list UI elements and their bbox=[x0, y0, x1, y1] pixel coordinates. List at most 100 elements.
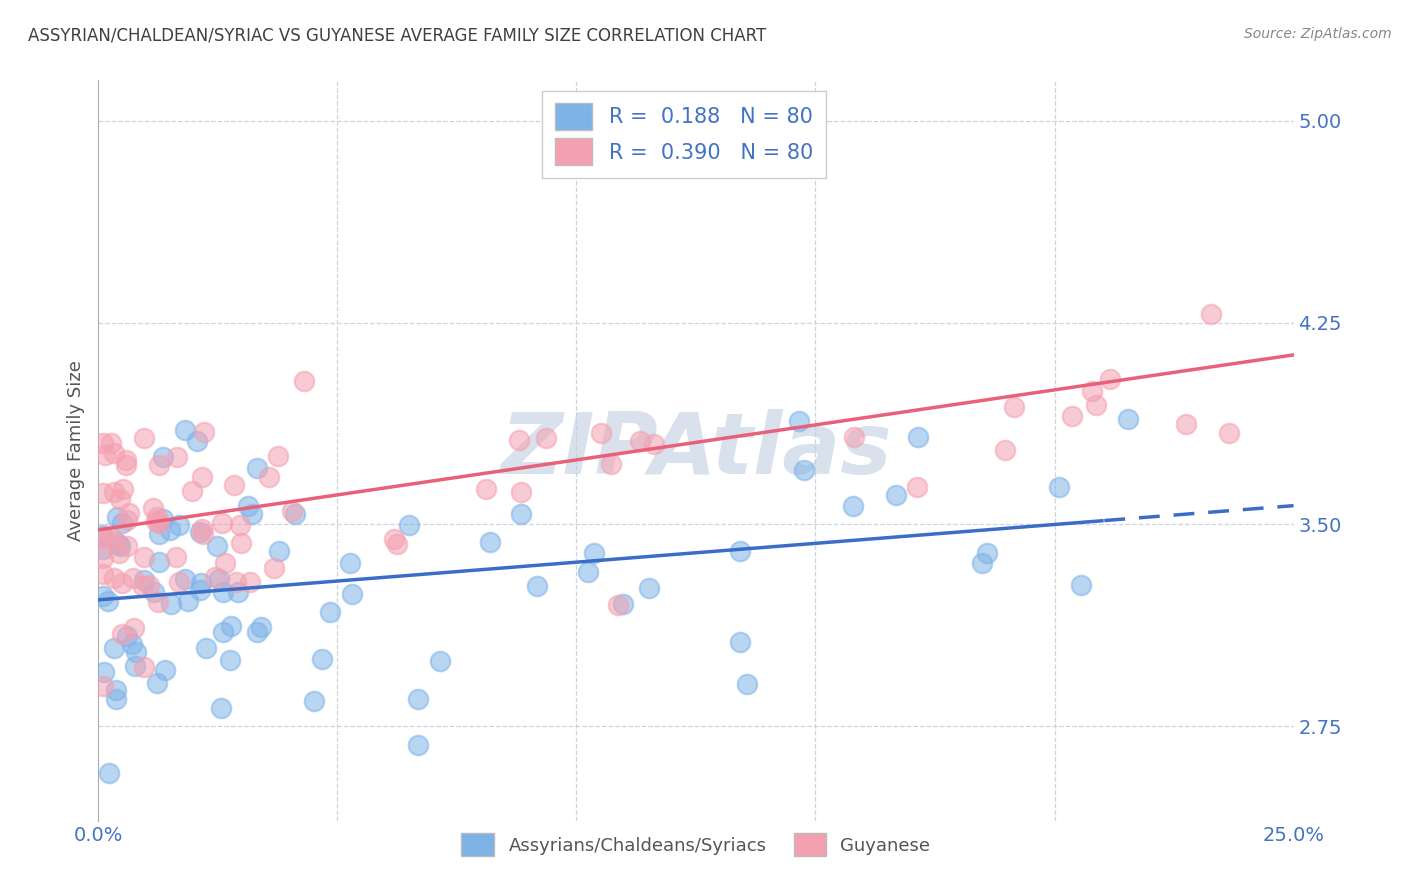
Point bbox=[193, 425, 215, 439]
Point bbox=[167, 575, 190, 590]
Point bbox=[146, 595, 169, 609]
Point bbox=[132, 579, 155, 593]
Point bbox=[174, 423, 197, 437]
Text: Source: ZipAtlas.com: Source: ZipAtlas.com bbox=[1244, 27, 1392, 41]
Point bbox=[152, 450, 174, 465]
Point bbox=[104, 535, 127, 549]
Text: ASSYRIAN/CHALDEAN/SYRIAC VS GUYANESE AVERAGE FAMILY SIZE CORRELATION CHART: ASSYRIAN/CHALDEAN/SYRIAC VS GUYANESE AVE… bbox=[28, 27, 766, 45]
Point bbox=[108, 491, 131, 506]
Point bbox=[91, 589, 114, 603]
Point bbox=[153, 663, 176, 677]
Point bbox=[1174, 417, 1197, 431]
Point bbox=[1118, 412, 1140, 426]
Point bbox=[229, 536, 252, 550]
Y-axis label: Average Family Size: Average Family Size bbox=[66, 360, 84, 541]
Point bbox=[188, 582, 211, 597]
Point bbox=[148, 516, 170, 530]
Point bbox=[91, 541, 114, 556]
Point bbox=[190, 522, 212, 536]
Point bbox=[638, 581, 661, 595]
Point bbox=[1049, 479, 1071, 493]
Point bbox=[600, 457, 623, 471]
Point bbox=[105, 692, 128, 706]
Point bbox=[735, 677, 758, 691]
Point bbox=[138, 578, 160, 592]
Point bbox=[103, 484, 125, 499]
Point bbox=[91, 435, 114, 450]
Point bbox=[104, 683, 127, 698]
Point bbox=[177, 594, 200, 608]
Point bbox=[124, 621, 146, 635]
Point bbox=[100, 436, 122, 450]
Point bbox=[148, 556, 170, 570]
Point bbox=[841, 499, 863, 513]
Point bbox=[107, 537, 129, 551]
Point bbox=[180, 483, 202, 498]
Point bbox=[842, 430, 865, 444]
Point bbox=[103, 640, 125, 655]
Point bbox=[186, 434, 208, 448]
Point bbox=[225, 574, 247, 589]
Point bbox=[146, 510, 169, 524]
Point bbox=[793, 463, 815, 477]
Point bbox=[204, 569, 226, 583]
Point bbox=[1218, 425, 1240, 440]
Point bbox=[1062, 409, 1084, 424]
Point bbox=[398, 517, 420, 532]
Point bbox=[281, 504, 304, 518]
Point bbox=[166, 450, 188, 464]
Point bbox=[134, 659, 156, 673]
Point bbox=[125, 645, 148, 659]
Point bbox=[111, 516, 134, 530]
Point bbox=[534, 431, 557, 445]
Point bbox=[142, 584, 165, 599]
Point bbox=[100, 529, 122, 543]
Point bbox=[1070, 577, 1092, 591]
Text: ZIPAtlas: ZIPAtlas bbox=[501, 409, 891, 492]
Point bbox=[728, 543, 751, 558]
Point bbox=[167, 517, 190, 532]
Point bbox=[905, 480, 928, 494]
Point bbox=[160, 597, 183, 611]
Point bbox=[508, 433, 530, 447]
Point bbox=[884, 488, 907, 502]
Point bbox=[117, 540, 139, 554]
Point bbox=[114, 458, 136, 473]
Point bbox=[1199, 307, 1222, 321]
Point bbox=[110, 539, 132, 553]
Point bbox=[111, 483, 134, 497]
Point bbox=[582, 546, 605, 560]
Point bbox=[382, 532, 405, 546]
Point bbox=[510, 484, 533, 499]
Point bbox=[340, 587, 363, 601]
Point bbox=[267, 449, 290, 463]
Point bbox=[284, 508, 307, 522]
Point bbox=[94, 449, 117, 463]
Point bbox=[115, 628, 138, 642]
Point bbox=[148, 458, 170, 473]
Point bbox=[789, 414, 811, 428]
Point bbox=[612, 597, 634, 611]
Point bbox=[91, 531, 114, 545]
Point bbox=[302, 694, 325, 708]
Point bbox=[976, 545, 998, 559]
Point bbox=[214, 556, 236, 570]
Point bbox=[159, 523, 181, 537]
Point bbox=[191, 469, 214, 483]
Point bbox=[212, 585, 235, 599]
Point bbox=[152, 511, 174, 525]
Point bbox=[146, 675, 169, 690]
Point bbox=[121, 637, 143, 651]
Point bbox=[1099, 372, 1122, 386]
Point bbox=[208, 572, 231, 586]
Point bbox=[91, 528, 114, 542]
Point bbox=[124, 659, 146, 673]
Point bbox=[406, 738, 429, 752]
Point bbox=[236, 499, 259, 513]
Point bbox=[132, 550, 155, 565]
Point bbox=[115, 513, 138, 527]
Point bbox=[907, 430, 929, 444]
Point bbox=[509, 507, 531, 521]
Point bbox=[242, 507, 264, 521]
Point bbox=[970, 557, 993, 571]
